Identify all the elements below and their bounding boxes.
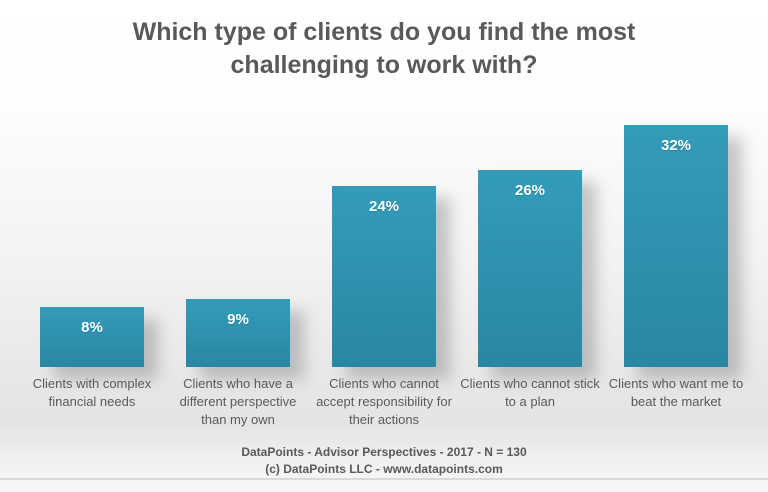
bar-column: 24% [311, 125, 457, 367]
plot: 8% 9% 24% 26% 32% [19, 125, 749, 367]
bar: 8% [40, 306, 144, 367]
bar-column: 26% [457, 125, 603, 367]
category-label: Clients who cannot stick to a plan [460, 376, 600, 410]
bar-value-label: 26% [514, 182, 546, 200]
bar-value-label: 24% [368, 197, 400, 215]
bar-value-label: 8% [81, 318, 103, 336]
bar: 32% [624, 125, 728, 367]
bar-value-label: 9% [227, 310, 249, 328]
category-label: Clients who cannot accept responsibility… [316, 376, 452, 428]
bar-column: 32% [603, 125, 749, 367]
bar-column: 8% [19, 125, 165, 367]
category-row: Clients with complex financial needs Clie… [19, 375, 749, 430]
bar-value-label: 32% [660, 137, 692, 154]
bottom-divider-line [0, 478, 768, 480]
category-label: Clients who have a different perspective… [179, 376, 297, 428]
footer: DataPoints - Advisor Perspectives - 2017… [0, 444, 768, 479]
footer-source-line: DataPoints - Advisor Perspectives - 2017… [241, 445, 527, 459]
footer-copyright-line: (c) DataPoints LLC - www.datapoints.com [265, 462, 503, 477]
bar-column: 9% [165, 125, 311, 367]
category-label: Clients with complex financial needs [32, 376, 152, 410]
chart-title: Which type of clients do you find the mo… [132, 18, 636, 79]
bar: 24% [332, 185, 436, 367]
category-label: Clients who want me to beat the market [608, 376, 744, 410]
bar: 9% [186, 298, 290, 367]
bar: 26% [478, 170, 582, 367]
